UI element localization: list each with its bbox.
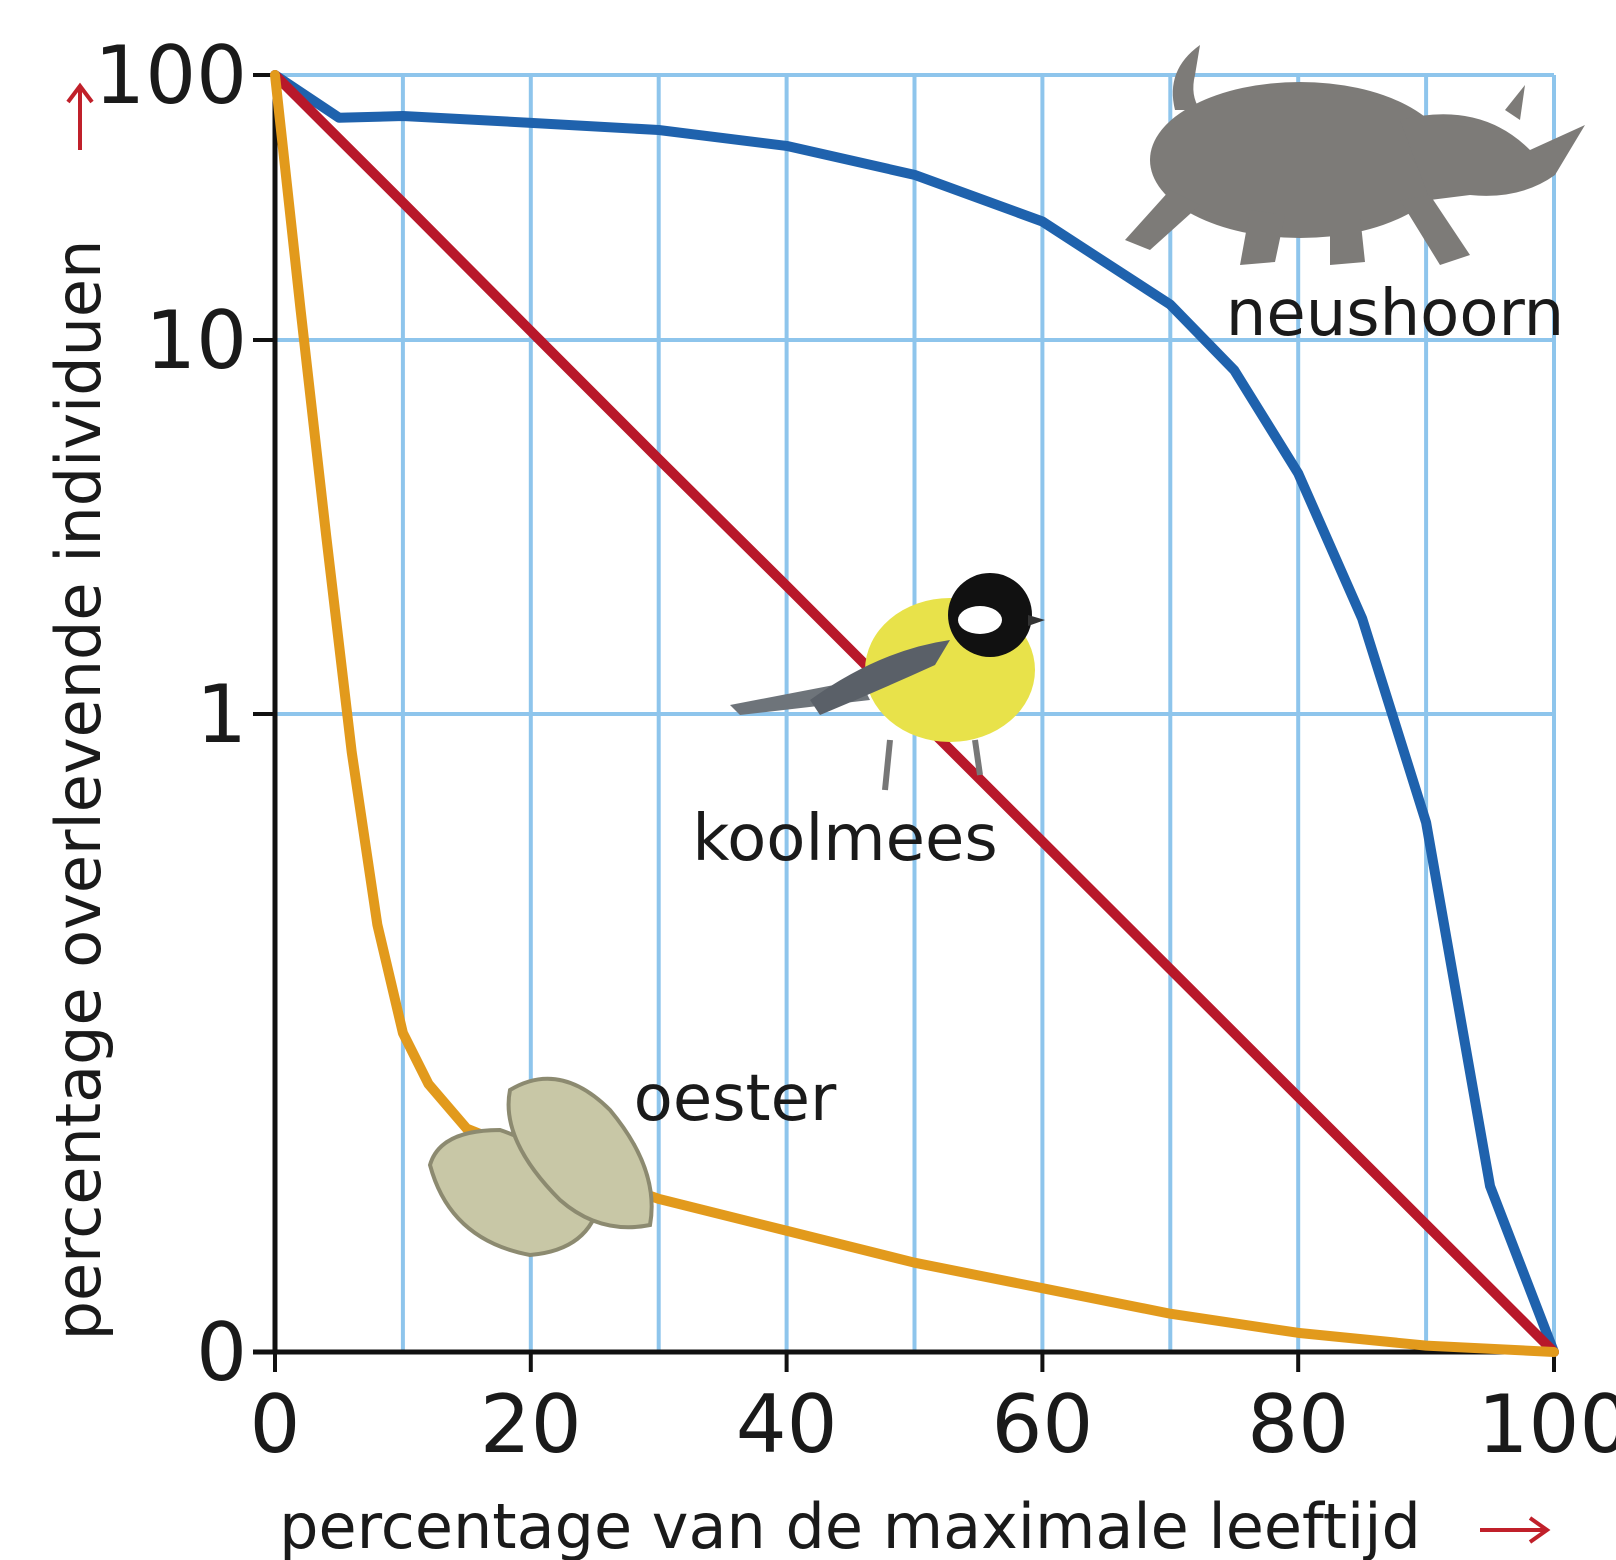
y-arrow: [66, 82, 94, 150]
series-label: koolmees: [692, 802, 997, 876]
bird-illustration: [730, 573, 1045, 791]
y-axis-label: percentage overlevende individuen: [42, 240, 115, 1341]
x-tick-label: 100: [1478, 1378, 1616, 1471]
x-tick-label: 0: [250, 1378, 301, 1471]
line-series: [270, 70, 1559, 1357]
x-tick-label: 80: [1247, 1378, 1349, 1471]
x-arrow: [1480, 1516, 1551, 1544]
rhino-illustration: [1125, 45, 1585, 265]
y-tick-label: 1: [196, 668, 247, 761]
oyster-illustration: [427, 1076, 654, 1258]
series-label: neushoorn: [1226, 277, 1564, 351]
y-tick-label: 0: [196, 1306, 247, 1399]
x-tick-label: 60: [992, 1378, 1094, 1471]
x-tick-label: 20: [480, 1378, 582, 1471]
series-label: oester: [634, 1062, 837, 1136]
y-tick-label: 100: [94, 29, 247, 122]
x-axis-label: percentage van de maximale leeftijd: [279, 1490, 1421, 1560]
y-tick-label: 10: [145, 294, 247, 387]
x-tick-label: 40: [736, 1378, 838, 1471]
